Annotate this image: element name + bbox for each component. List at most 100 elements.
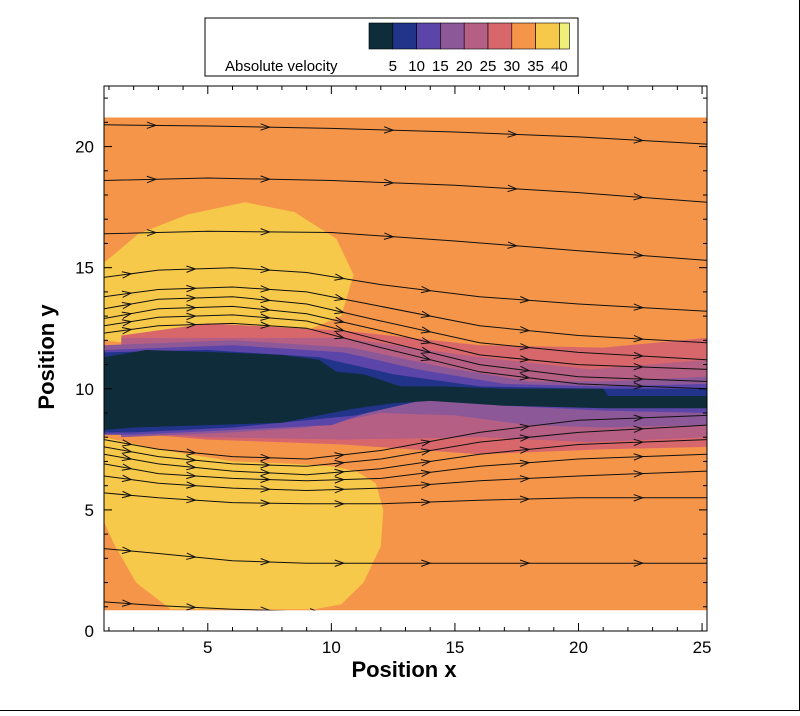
x-axis-title: Position x	[351, 657, 457, 682]
streamline-arrow	[420, 459, 432, 467]
streamline-arrow	[121, 490, 133, 499]
colorbar-tick-label: 35	[527, 58, 544, 75]
plot-area	[104, 117, 707, 611]
colorbar-swatch	[487, 22, 513, 50]
streamline-arrow	[633, 470, 645, 478]
streamline-arrow	[260, 461, 272, 469]
streamline-arrow	[334, 273, 346, 281]
streamline-arrow	[420, 326, 432, 334]
contour-regions	[104, 117, 707, 611]
streamline-arrow	[334, 485, 346, 494]
streamline-arrow	[633, 453, 645, 461]
streamline-arrow	[633, 303, 645, 311]
streamline-arrow	[260, 485, 272, 493]
streamline-arrow	[633, 351, 645, 360]
colorbar-cells	[368, 22, 570, 50]
streamline-arrow	[260, 313, 272, 321]
streamline-arrow	[334, 332, 346, 340]
streamline-arrow	[260, 295, 272, 304]
y-tick-label: 20	[75, 138, 94, 157]
streamline-arrow	[519, 343, 531, 351]
colorbar-swatch	[463, 22, 489, 50]
x-tick-label: 20	[569, 638, 588, 657]
streamline-arrow	[121, 463, 133, 471]
streamline-arrow	[121, 311, 133, 319]
streamline-arrow	[260, 475, 272, 483]
streamline-arrow	[420, 481, 432, 489]
streamline-arrow	[260, 468, 272, 477]
colorbar-tick-label: 40	[551, 58, 568, 75]
streamline-arrow	[186, 284, 197, 293]
streamline-arrow	[186, 552, 197, 560]
streamline-arrow	[334, 306, 346, 315]
streamline-arrow	[633, 375, 645, 383]
streamline-arrow	[519, 475, 531, 483]
colorbar-swatch	[559, 22, 570, 50]
streamline-arrow	[519, 326, 531, 334]
streamline-arrow	[186, 481, 197, 489]
streamline-arrow	[633, 414, 645, 422]
streamline-arrow	[334, 559, 346, 567]
streamline-arrow	[519, 296, 531, 304]
streamline-arrow	[146, 121, 158, 129]
streamline-arrow	[519, 365, 531, 374]
streamline-arrow	[146, 175, 158, 184]
streamline-arrow	[260, 305, 272, 313]
streamline-arrow	[420, 469, 432, 478]
streamline-arrow	[260, 123, 272, 131]
streamline-arrow	[383, 232, 395, 240]
streamline-arrow	[420, 498, 432, 507]
x-tick-label: 15	[445, 638, 464, 657]
streamline-arrow	[186, 294, 197, 302]
streamline-arrow	[421, 559, 432, 567]
contour-region-1	[104, 202, 354, 346]
streamline-arrow	[186, 321, 197, 329]
streamline-arrow	[383, 126, 395, 134]
contour-region-8	[104, 350, 707, 430]
streamline-arrow	[186, 312, 197, 321]
streamline-arrow	[420, 354, 432, 362]
colorbar-tick-label: 10	[408, 58, 425, 75]
streamline-arrow	[420, 337, 432, 345]
colorbar-swatch	[440, 22, 465, 50]
y-axis-ticks: 0 5 10 15 20	[75, 97, 707, 641]
y-tick-label: 5	[85, 501, 94, 520]
streamline-arrow	[519, 559, 531, 567]
colorbar-swatch	[392, 22, 417, 50]
streamline-arrow	[186, 455, 197, 464]
colorbar-swatch	[368, 22, 394, 50]
streamline-arrow	[186, 495, 197, 504]
streamline-arrow	[186, 265, 197, 273]
colorbar-tick-label: 5	[389, 58, 397, 75]
streamline-arrow	[334, 468, 346, 477]
streamline-arrow	[121, 446, 133, 454]
colorbar-tick-label: 30	[503, 58, 520, 75]
colorbar-legend: Absolute velocity 5 10 15 20 25 30 35 40	[204, 17, 579, 77]
colorbar-title: Absolute velocity	[225, 58, 338, 75]
colorbar-tick-label: 15	[432, 58, 449, 75]
colorbar-tick-label: 25	[480, 58, 497, 75]
streamline-arrow	[309, 608, 316, 611]
y-axis-title: Position y	[34, 304, 59, 410]
streamline-arrow	[507, 130, 519, 138]
streamline-16	[104, 601, 286, 611]
streamline-arrow	[260, 285, 272, 293]
streamline-arrow	[519, 355, 531, 363]
streamline-arrow	[334, 293, 346, 302]
colorbar-tick-label: 20	[456, 58, 473, 75]
streamline-arrow	[633, 382, 645, 390]
y-tick-label: 0	[85, 622, 94, 641]
streamline-arrow	[334, 500, 346, 508]
colorbar-tick-labels: 5 10 15 20 25 30 35 40	[389, 58, 568, 75]
streamline-arrow	[186, 471, 197, 480]
colorbar-swatch	[511, 22, 536, 50]
streamline-arrow	[121, 326, 133, 335]
streamline-arrow	[420, 448, 432, 456]
streamline-arrow	[633, 334, 645, 343]
streamline-arrow	[633, 425, 645, 433]
streamline-arrow	[260, 558, 272, 566]
streamline-arrow	[186, 448, 197, 456]
streamline-arrow	[519, 373, 531, 381]
colorbar-swatch	[535, 22, 560, 50]
